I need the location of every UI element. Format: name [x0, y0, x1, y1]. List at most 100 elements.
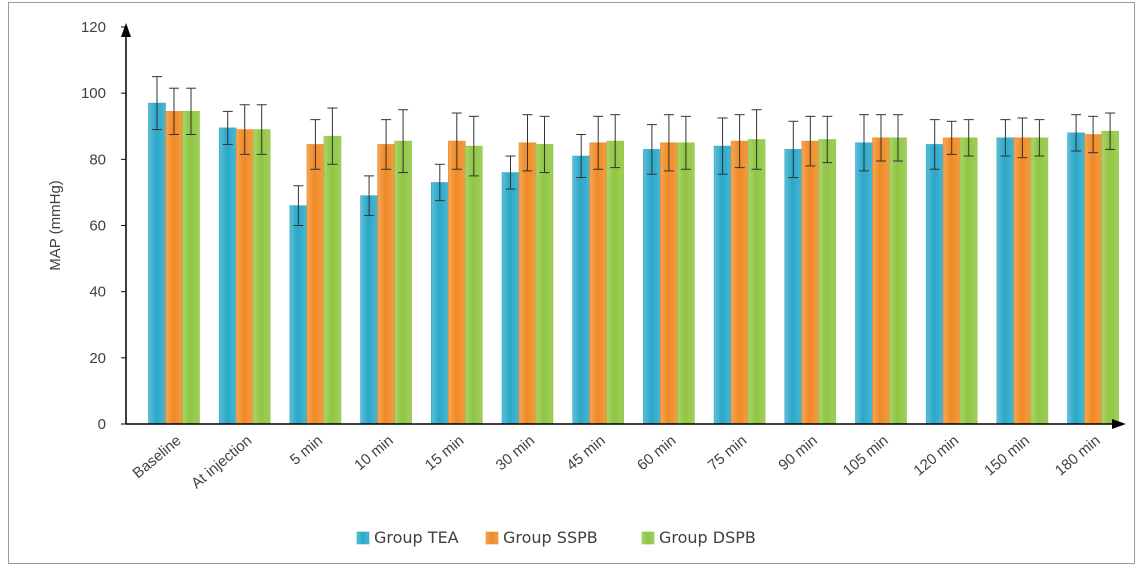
- bar-group-tea-30-min: [501, 172, 520, 425]
- bar-group-sspb-90-min: [801, 140, 820, 425]
- y-tick-label: 0: [98, 416, 106, 433]
- bar-group-tea-90-min: [784, 149, 803, 425]
- bar-group-tea-180-min: [1067, 132, 1085, 425]
- x-axis-arrow-icon: [1112, 419, 1126, 429]
- error-bar: [468, 115, 479, 177]
- bar-group-dspb-150-min: [1030, 137, 1049, 425]
- error-bar: [680, 115, 691, 170]
- error-bar: [169, 87, 179, 136]
- bar-group-sspb-120-min: [942, 137, 961, 425]
- bar-group-dspb-105-min: [889, 137, 907, 425]
- bar-group-sspb-150-min: [1013, 137, 1032, 425]
- y-tick-label: 60: [89, 218, 106, 235]
- error-bar: [1000, 119, 1011, 157]
- bar-group-tea-at-injection: [218, 127, 237, 425]
- error-bar: [1017, 117, 1028, 159]
- axes-layer: [121, 23, 1126, 429]
- bar-group-dspb-180-min: [1101, 130, 1119, 425]
- error-bar: [822, 115, 833, 164]
- x-tick-label: 75 min: [705, 432, 750, 474]
- bar-group-dspb-baseline: [182, 111, 200, 425]
- bar-group-tea-45-min: [572, 155, 591, 425]
- bar-group-dspb-90-min: [818, 139, 837, 425]
- error-bar: [929, 119, 940, 170]
- error-bar: [963, 119, 974, 157]
- bar-group-tea-150-min: [996, 137, 1015, 425]
- bar-group-dspb-75-min: [747, 139, 766, 425]
- error-bar: [610, 114, 621, 169]
- error-bar: [576, 134, 587, 179]
- error-bar: [734, 114, 745, 169]
- y-tick-label: 40: [89, 284, 106, 301]
- x-tick-label: 150 min: [981, 432, 1033, 479]
- error-bar: [788, 120, 799, 179]
- bar-group-tea-10-min: [360, 195, 378, 425]
- x-tick-label: 180 min: [1052, 432, 1104, 479]
- error-bar: [505, 155, 516, 190]
- error-bar: [451, 112, 462, 170]
- error-bar: [646, 124, 657, 175]
- y-tick-labels: 0 20 40 60 80 100 120: [81, 19, 126, 433]
- error-bar: [805, 115, 816, 167]
- x-tick-label: 30 min: [493, 432, 538, 474]
- x-tick-labels: Baseline At injection 5 min 10 min 15 min 30 …: [130, 432, 1104, 492]
- bar-group-sspb-45-min: [589, 142, 608, 425]
- error-bar: [663, 114, 674, 172]
- x-tick-label: 90 min: [775, 432, 820, 474]
- bar-group-sspb-180-min: [1084, 134, 1102, 425]
- bar-group-sspb-10-min: [377, 144, 395, 425]
- legend-label: Group TEA: [374, 528, 459, 547]
- error-bar: [876, 114, 886, 162]
- bar-group-dspb-30-min: [535, 144, 554, 425]
- legend-label: Group DSPB: [659, 528, 756, 547]
- error-bar: [1034, 119, 1045, 157]
- y-tick-label: 20: [89, 350, 106, 367]
- legend: Group TEA Group SSPB Group DSPB: [356, 528, 756, 547]
- error-bar: [293, 185, 304, 226]
- error-bar: [946, 120, 957, 155]
- bar-group-dspb-at-injection: [252, 129, 271, 425]
- error-bar: [751, 109, 762, 170]
- error-bar: [522, 114, 533, 172]
- bar-group-tea-75-min: [713, 145, 732, 425]
- error-bar: [310, 119, 321, 170]
- bar-group-sspb-75-min: [730, 140, 749, 425]
- bar-group-sspb-105-min: [872, 137, 890, 425]
- bar-group-tea-5-min: [289, 205, 308, 425]
- x-tick-label: 120 min: [910, 432, 962, 479]
- legend-swatch-group-dspb: [641, 531, 655, 545]
- bar-group-tea-15-min: [430, 182, 449, 425]
- x-tick-label: 105 min: [840, 432, 892, 479]
- bar-group-dspb-15-min: [464, 145, 483, 425]
- bar-group-sspb-60-min: [660, 142, 678, 425]
- x-tick-label: 10 min: [351, 432, 396, 474]
- y-tick-label: 80: [89, 151, 106, 168]
- error-bar: [539, 115, 550, 174]
- bar-group-dspb-60-min: [677, 142, 695, 425]
- bars-layer: [148, 76, 1119, 425]
- error-bar: [256, 104, 267, 155]
- bar-group-sspb-at-injection: [235, 129, 254, 425]
- y-tick-label: 100: [81, 85, 106, 102]
- error-bar: [186, 87, 196, 136]
- error-bar: [717, 117, 728, 175]
- error-bar: [434, 163, 445, 202]
- bar-group-tea-105-min: [855, 142, 873, 425]
- x-tick-label: Baseline: [130, 432, 185, 482]
- error-bar: [327, 107, 338, 165]
- error-bar: [1105, 112, 1116, 150]
- error-bar: [1071, 114, 1082, 152]
- error-bar: [239, 104, 250, 155]
- bar-group-tea-60-min: [643, 149, 661, 425]
- legend-swatch-group-tea: [356, 531, 370, 545]
- x-tick-label: 60 min: [634, 432, 679, 474]
- error-bar: [893, 114, 903, 162]
- x-tick-label: 45 min: [563, 432, 608, 474]
- bar-group-sspb-baseline: [165, 111, 183, 425]
- bar-group-sspb-5-min: [306, 144, 325, 425]
- error-bar: [593, 115, 604, 170]
- x-tick-label: At injection: [188, 432, 255, 492]
- bar-group-dspb-10-min: [394, 140, 412, 425]
- bar-group-sspb-30-min: [518, 142, 537, 425]
